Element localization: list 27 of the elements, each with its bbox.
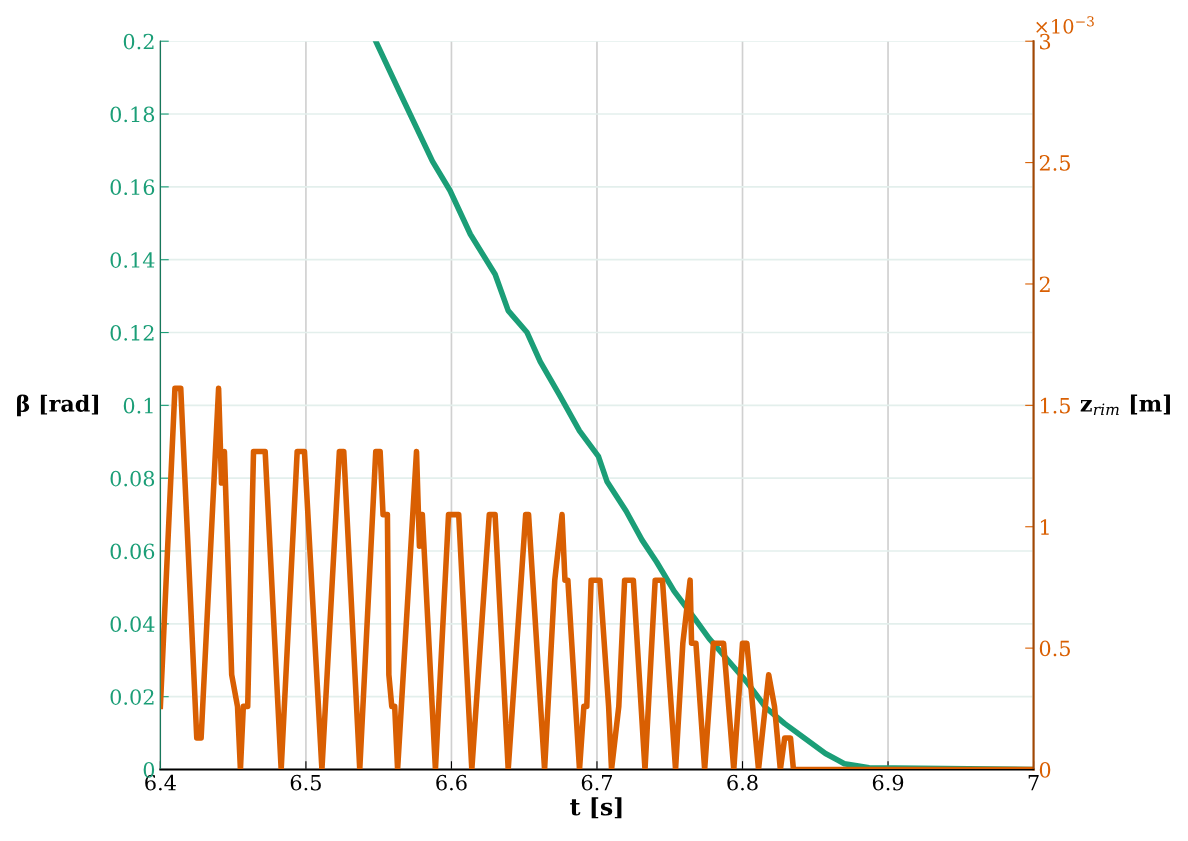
x-tick-label: 6.8 [727, 774, 758, 791]
text: ×10$^{−3}$ [1036, 16, 1094, 34]
y2-tick-label: 0 [1039, 761, 1051, 778]
y2-tick-label: 2.5 [1039, 155, 1070, 171]
y-tick-label: 0.02 [110, 689, 154, 705]
y-tick-label: 0.16 [110, 179, 155, 196]
y-tick-label: 0.06 [110, 543, 155, 560]
y-tick-label: 0.12 [110, 324, 154, 341]
y-tick-label: 0.18 [110, 106, 155, 123]
x-tick-label: 6.6 [436, 774, 467, 791]
y2-tick-label: 1 [1040, 519, 1049, 535]
x-tick-label: 6.7 [581, 774, 613, 791]
y2-axis-title: z$_{rim}$ [m] [1080, 394, 1170, 415]
y2-tick-label: 2 [1039, 276, 1050, 292]
y2-tick-label: 0.5 [1039, 640, 1070, 657]
y2-tick-label: 1.5 [1040, 397, 1070, 414]
y-tick-label: 0.04 [110, 616, 155, 633]
x-tick-label: 6.9 [872, 774, 904, 791]
y-tick-label: 0.14 [110, 252, 155, 268]
y2-tick-label: 3 [1040, 33, 1051, 50]
x-axis-title: t [s] [570, 797, 622, 819]
y-axis-title: β [rad] [17, 394, 99, 417]
y-tick-label: 0.08 [110, 470, 155, 487]
x-tick-label: 6.5 [290, 774, 321, 791]
y-tick-label: 0.2 [123, 33, 154, 50]
x-tick-label: 7 [1028, 775, 1039, 791]
y-tick-label: 0.1 [123, 397, 153, 414]
